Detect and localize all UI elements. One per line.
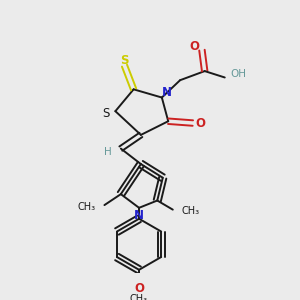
Text: CH₃: CH₃: [182, 206, 200, 217]
Text: N: N: [134, 208, 144, 222]
Text: S: S: [120, 54, 129, 67]
Text: N: N: [162, 85, 172, 99]
Text: CH₃: CH₃: [130, 294, 148, 300]
Text: O: O: [190, 40, 200, 53]
Text: O: O: [195, 116, 205, 130]
Text: OH: OH: [230, 69, 246, 79]
Text: CH₃: CH₃: [77, 202, 95, 212]
Text: S: S: [103, 106, 110, 119]
Text: H: H: [104, 147, 112, 157]
Text: O: O: [134, 281, 144, 295]
